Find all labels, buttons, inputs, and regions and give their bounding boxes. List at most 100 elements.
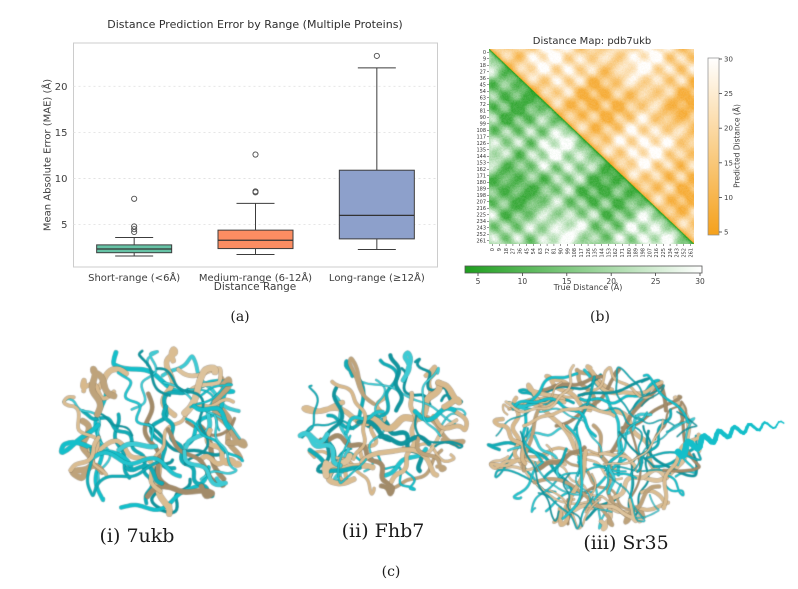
svg-text:153: 153 bbox=[606, 248, 612, 258]
outlier-point bbox=[131, 223, 138, 230]
svg-text:171: 171 bbox=[620, 248, 626, 258]
svg-text:216: 216 bbox=[476, 206, 486, 212]
svg-text:Long-range (≥12Å): Long-range (≥12Å) bbox=[329, 271, 425, 284]
boxplot-x-axis-label: Distance Range bbox=[213, 281, 297, 293]
svg-text:45: 45 bbox=[480, 83, 486, 89]
svg-text:27: 27 bbox=[511, 248, 517, 254]
heatmap-title: Distance Map: pdb7ukb bbox=[532, 36, 652, 47]
structure-caption-7ukb: (i) 7ukb bbox=[99, 525, 175, 547]
outlier-point bbox=[252, 189, 259, 196]
true-distance-colorbar-label: True Distance (Å) bbox=[553, 283, 623, 292]
svg-text:144: 144 bbox=[476, 154, 486, 160]
outlier-point bbox=[131, 195, 138, 202]
boxplot-y-axis-label: Mean Absolute Error (MAE) (Å) bbox=[42, 78, 54, 232]
svg-text:99: 99 bbox=[480, 122, 486, 128]
svg-text:10: 10 bbox=[518, 277, 528, 286]
svg-text:216: 216 bbox=[654, 248, 660, 258]
svg-text:Short-range (<6Å): Short-range (<6Å) bbox=[88, 271, 180, 284]
protein-overlay-fhb7 bbox=[283, 343, 473, 515]
svg-text:30: 30 bbox=[695, 277, 705, 286]
svg-text:108: 108 bbox=[476, 128, 486, 134]
svg-text:15: 15 bbox=[55, 128, 68, 139]
protein-overlay-7ukb bbox=[42, 340, 267, 525]
svg-text:252: 252 bbox=[682, 248, 688, 258]
caption-b: (b) bbox=[590, 309, 610, 325]
svg-text:10: 10 bbox=[724, 194, 733, 202]
distance-map-heatmap bbox=[489, 49, 694, 244]
svg-text:225: 225 bbox=[661, 248, 667, 258]
svg-text:0: 0 bbox=[490, 248, 496, 251]
svg-text:0: 0 bbox=[483, 50, 486, 56]
svg-text:81: 81 bbox=[480, 109, 486, 115]
svg-text:5: 5 bbox=[61, 220, 67, 231]
svg-text:5: 5 bbox=[724, 229, 728, 237]
svg-text:189: 189 bbox=[476, 187, 486, 193]
svg-text:126: 126 bbox=[586, 248, 592, 258]
svg-text:180: 180 bbox=[476, 180, 486, 186]
caption-a: (a) bbox=[230, 309, 250, 325]
predicted-distance-colorbar-label: Predicted Distance (Å) bbox=[732, 104, 742, 188]
svg-text:198: 198 bbox=[641, 248, 647, 258]
svg-text:261: 261 bbox=[688, 248, 694, 258]
svg-text:25: 25 bbox=[724, 90, 733, 98]
svg-text:72: 72 bbox=[545, 248, 551, 254]
svg-text:198: 198 bbox=[476, 193, 486, 199]
svg-text:162: 162 bbox=[613, 248, 619, 258]
outlier-point bbox=[252, 188, 259, 195]
boxplot-box-1 bbox=[217, 151, 294, 256]
svg-text:90: 90 bbox=[480, 115, 486, 121]
svg-text:10: 10 bbox=[55, 174, 68, 185]
svg-text:225: 225 bbox=[476, 213, 486, 219]
outlier-point bbox=[131, 228, 138, 236]
protein-overlay-sr35 bbox=[478, 352, 790, 537]
svg-text:117: 117 bbox=[476, 135, 486, 141]
svg-text:63: 63 bbox=[480, 96, 486, 102]
svg-text:261: 261 bbox=[476, 239, 486, 245]
svg-text:18: 18 bbox=[504, 248, 510, 254]
svg-text:54: 54 bbox=[531, 248, 537, 254]
structure-caption-sr35: (iii) Sr35 bbox=[583, 532, 669, 554]
svg-text:27: 27 bbox=[480, 70, 486, 76]
svg-text:171: 171 bbox=[476, 174, 486, 180]
svg-text:20: 20 bbox=[55, 82, 68, 93]
svg-text:180: 180 bbox=[627, 248, 633, 258]
svg-text:9: 9 bbox=[483, 57, 486, 63]
svg-text:243: 243 bbox=[476, 226, 486, 232]
svg-text:9: 9 bbox=[497, 248, 503, 251]
svg-text:207: 207 bbox=[647, 248, 653, 258]
structure-caption-fhb7: (ii) Fhb7 bbox=[341, 520, 425, 542]
outlier-point bbox=[373, 52, 380, 59]
boxplot-box-0 bbox=[96, 195, 173, 257]
svg-text:99: 99 bbox=[565, 248, 571, 254]
svg-text:25: 25 bbox=[651, 277, 661, 286]
svg-text:81: 81 bbox=[552, 248, 558, 254]
svg-text:189: 189 bbox=[634, 248, 640, 258]
svg-text:36: 36 bbox=[480, 76, 486, 82]
svg-text:30: 30 bbox=[724, 56, 733, 64]
caption-c: (c) bbox=[381, 564, 401, 580]
svg-text:153: 153 bbox=[476, 161, 486, 167]
svg-text:54: 54 bbox=[480, 89, 486, 95]
svg-text:234: 234 bbox=[476, 219, 486, 225]
outlier-point bbox=[252, 151, 259, 158]
svg-text:108: 108 bbox=[572, 248, 578, 258]
svg-text:90: 90 bbox=[559, 248, 565, 254]
svg-text:234: 234 bbox=[668, 248, 674, 258]
svg-text:126: 126 bbox=[476, 141, 486, 147]
svg-text:252: 252 bbox=[476, 232, 486, 238]
boxplot-title: Distance Prediction Error by Range (Mult… bbox=[107, 18, 403, 31]
svg-text:5: 5 bbox=[476, 277, 481, 286]
svg-text:135: 135 bbox=[593, 248, 599, 258]
svg-text:243: 243 bbox=[675, 248, 681, 258]
svg-text:18: 18 bbox=[480, 63, 486, 69]
outlier-point bbox=[131, 226, 138, 233]
svg-text:135: 135 bbox=[476, 148, 486, 154]
svg-text:207: 207 bbox=[476, 200, 486, 206]
boxplot-box-2 bbox=[338, 52, 415, 250]
svg-text:72: 72 bbox=[480, 102, 486, 108]
svg-text:162: 162 bbox=[476, 167, 486, 173]
svg-text:117: 117 bbox=[579, 248, 585, 258]
